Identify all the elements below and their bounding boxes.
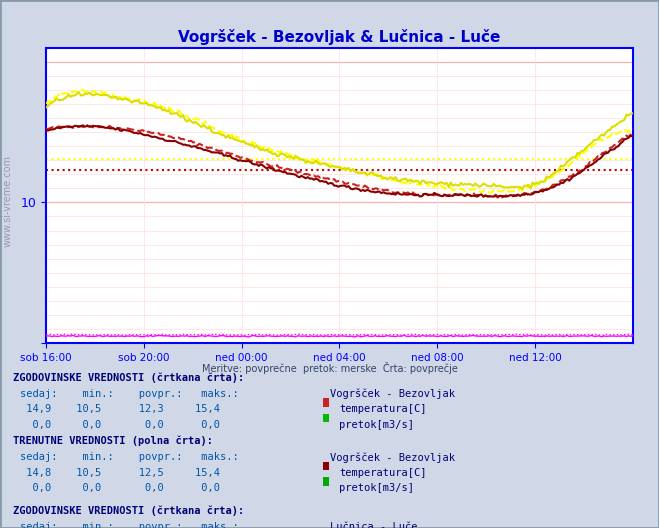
Title: Vogršček - Bezovljak & Lučnica - Luče: Vogršček - Bezovljak & Lučnica - Luče: [178, 29, 501, 45]
Text: TRENUTNE VREDNOSTI (polna črta):: TRENUTNE VREDNOSTI (polna črta):: [13, 436, 213, 446]
Text: ZGODOVINSKE VREDNOSTI (črtkana črta):: ZGODOVINSKE VREDNOSTI (črtkana črta):: [13, 372, 244, 383]
Text: ZGODOVINSKE VREDNOSTI (črtkana črta):: ZGODOVINSKE VREDNOSTI (črtkana črta):: [13, 505, 244, 516]
Text: 0,0     0,0       0,0      0,0: 0,0 0,0 0,0 0,0: [20, 420, 219, 430]
Text: sedaj:    min.:    povpr.:   maks.:: sedaj: min.: povpr.: maks.:: [20, 522, 239, 528]
Text: Vogršček - Bezovljak: Vogršček - Bezovljak: [330, 389, 455, 399]
Text: 14,8    10,5      12,5     15,4: 14,8 10,5 12,5 15,4: [20, 468, 219, 478]
Text: 14,9    10,5      12,3     15,4: 14,9 10,5 12,3 15,4: [20, 404, 219, 414]
Text: 0,0     0,0       0,0      0,0: 0,0 0,0 0,0 0,0: [20, 483, 219, 493]
Text: sedaj:    min.:    povpr.:   maks.:: sedaj: min.: povpr.: maks.:: [20, 389, 239, 399]
Text: www.si-vreme.com: www.si-vreme.com: [3, 155, 13, 247]
Text: sedaj:    min.:    povpr.:   maks.:: sedaj: min.: povpr.: maks.:: [20, 452, 239, 462]
Text: Lučnica - Luče: Lučnica - Luče: [330, 522, 417, 528]
Text: Meritve: povprečne  pretok: merske  Črta: povprečje: Meritve: povprečne pretok: merske Črta: …: [202, 362, 457, 374]
Text: pretok[m3/s]: pretok[m3/s]: [339, 420, 415, 430]
Text: temperatura[C]: temperatura[C]: [339, 404, 427, 414]
Text: temperatura[C]: temperatura[C]: [339, 468, 427, 478]
Text: pretok[m3/s]: pretok[m3/s]: [339, 483, 415, 493]
Text: Vogršček - Bezovljak: Vogršček - Bezovljak: [330, 452, 455, 463]
